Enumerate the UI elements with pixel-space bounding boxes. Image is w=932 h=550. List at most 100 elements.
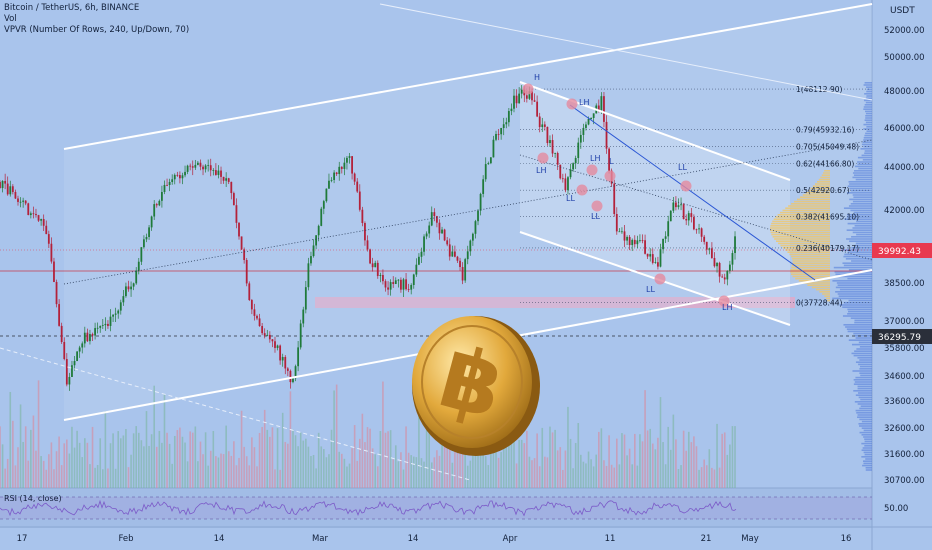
volume-profile-bar — [862, 447, 872, 449]
volume-bar — [379, 430, 382, 488]
candle-body — [6, 183, 9, 195]
volume-profile-bar — [844, 218, 872, 220]
candle-body — [667, 221, 670, 237]
rsi-indicator-label[interactable]: RSI (14, close) — [4, 494, 62, 503]
volume-bar — [631, 464, 634, 488]
volume-profile-bar — [854, 165, 872, 168]
volume-profile-bar — [856, 233, 872, 236]
support-zone — [315, 297, 795, 308]
previous-close-tag — [872, 329, 932, 344]
time-tick-label: 16 — [841, 534, 852, 544]
candle-body — [487, 163, 490, 165]
candle-body — [728, 264, 731, 271]
candle-body — [214, 170, 217, 175]
volume-profile-bar — [771, 222, 830, 225]
candle-body — [700, 228, 703, 237]
volume-profile-bar — [855, 394, 872, 396]
volume-profile-bar — [865, 132, 872, 135]
volume-profile-bar — [843, 207, 872, 209]
candle-body — [19, 201, 22, 203]
volume-bar — [472, 433, 474, 488]
volume-bar — [184, 442, 186, 488]
volume-bar — [78, 442, 81, 488]
candle-body — [163, 184, 166, 192]
volume-bar — [400, 452, 402, 488]
volume-bar — [215, 456, 217, 488]
rsi-band — [0, 497, 872, 519]
candle-body — [675, 202, 677, 208]
vpvr-indicator-label[interactable]: VPVR (Number Of Rows, 240, Up/Down, 70) — [4, 25, 190, 35]
volume-bar — [657, 437, 659, 488]
volume-profile-bar — [792, 275, 830, 278]
chart-legend: Bitcoin / TetherUS, 6h, BINANCE Vol VPVR… — [4, 3, 189, 36]
time-tick-label: Feb — [118, 534, 133, 544]
volume-bar — [685, 450, 687, 488]
volume-profile-bar — [860, 148, 872, 150]
candle-body — [153, 204, 156, 217]
candle-body — [392, 282, 395, 285]
volume-bar — [587, 451, 590, 488]
volume-bar — [122, 435, 125, 488]
volume-profile-bar — [853, 383, 872, 385]
volume-bar — [19, 404, 22, 488]
volume-bar — [554, 429, 556, 488]
volume-profile-bar — [853, 332, 872, 335]
volume-profile-bar — [861, 143, 872, 146]
volume-bar — [574, 442, 577, 488]
candle-body — [466, 251, 469, 260]
volume-profile-bar — [866, 95, 872, 97]
volume-profile-bar — [847, 313, 872, 315]
volume-bar — [58, 436, 60, 488]
candle-body — [99, 325, 102, 328]
candle-body — [713, 257, 716, 267]
candle-body — [703, 236, 706, 242]
volume-profile-bar — [778, 242, 830, 245]
candle-body — [405, 279, 407, 290]
candle-body — [196, 162, 199, 165]
candle-body — [685, 219, 688, 221]
volume-bar — [238, 457, 240, 488]
volume-bar — [341, 453, 343, 488]
candle-body — [659, 249, 662, 267]
volume-bar — [197, 461, 199, 488]
candle-body — [497, 133, 500, 135]
volume-bar — [667, 426, 669, 488]
volume-bar — [287, 443, 289, 488]
candle-body — [266, 334, 269, 336]
volume-bar — [269, 436, 271, 488]
candle-body — [556, 153, 559, 165]
candle-body — [137, 261, 140, 271]
volume-profile-bar — [837, 293, 872, 295]
symbol-title[interactable]: Bitcoin / TetherUS, 6h, BINANCE — [4, 3, 140, 13]
candle-body — [651, 254, 654, 263]
volume-bar — [708, 449, 711, 488]
volume-bar — [546, 457, 549, 488]
candle-body — [289, 370, 292, 383]
volume-profile-bar — [857, 416, 872, 418]
candle-body — [657, 262, 659, 267]
volume-profile-bar — [853, 390, 872, 392]
volume-profile-bar — [790, 271, 830, 273]
volume-bar — [654, 449, 657, 488]
candle-body — [117, 310, 120, 314]
candle-body — [687, 213, 690, 221]
volume-bar — [243, 446, 245, 488]
volume-bar — [605, 465, 608, 488]
volume-profile-bar — [790, 269, 830, 271]
candle-body — [649, 254, 652, 257]
volume-profile-bar — [861, 434, 872, 436]
candlesticks — [0, 84, 736, 391]
volume-profile-bar — [846, 238, 872, 240]
volume-bar — [66, 439, 68, 488]
volume-bar — [24, 426, 27, 488]
time-tick-label: 14 — [408, 534, 419, 544]
volume-bar — [338, 451, 341, 488]
volume-bar — [261, 426, 263, 488]
candle-body — [477, 210, 479, 222]
volume-profile-bar — [857, 392, 872, 394]
candle-body — [78, 347, 81, 352]
volume-profile-bar — [854, 170, 872, 172]
volume-bar — [436, 450, 438, 488]
volume-indicator-label[interactable]: Vol — [4, 14, 17, 24]
